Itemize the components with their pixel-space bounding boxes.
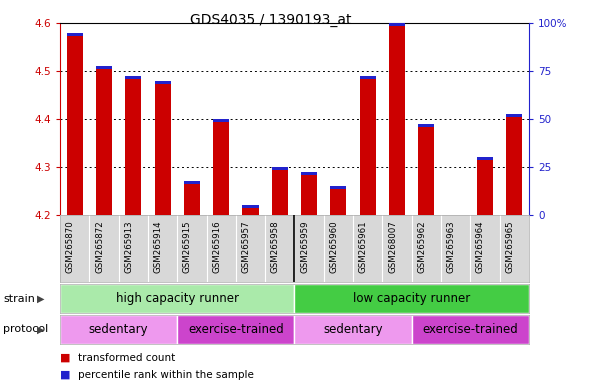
Bar <box>294 284 529 313</box>
Bar <box>60 284 294 313</box>
Text: GSM265915: GSM265915 <box>183 220 192 273</box>
Text: GSM265961: GSM265961 <box>359 220 368 273</box>
Text: GDS4035 / 1390193_at: GDS4035 / 1390193_at <box>190 13 351 27</box>
Text: ■: ■ <box>60 353 70 363</box>
Text: ▶: ▶ <box>37 324 44 334</box>
Bar <box>184 182 200 215</box>
Bar <box>125 76 141 215</box>
Bar <box>213 119 230 122</box>
Text: GSM265959: GSM265959 <box>300 220 309 273</box>
Text: high capacity runner: high capacity runner <box>116 292 239 305</box>
Text: transformed count: transformed count <box>78 353 175 363</box>
Text: GSM265913: GSM265913 <box>124 220 133 273</box>
Text: GSM265962: GSM265962 <box>417 220 426 273</box>
Text: GSM265916: GSM265916 <box>212 220 221 273</box>
Bar <box>60 315 177 344</box>
Text: GSM265957: GSM265957 <box>242 220 251 273</box>
Text: sedentary: sedentary <box>323 323 383 336</box>
Bar <box>331 186 347 215</box>
Bar <box>96 66 112 69</box>
Bar <box>67 33 83 215</box>
Bar <box>213 119 230 215</box>
Bar <box>242 205 258 215</box>
Bar <box>477 157 493 161</box>
Text: GSM265965: GSM265965 <box>505 220 514 273</box>
Bar <box>418 124 435 215</box>
Text: GSM265963: GSM265963 <box>447 220 456 273</box>
Bar <box>389 23 405 26</box>
Bar <box>301 172 317 215</box>
Text: strain: strain <box>3 293 35 304</box>
Bar <box>389 23 405 215</box>
Bar <box>242 205 258 209</box>
Bar <box>506 114 522 117</box>
Bar <box>272 167 288 215</box>
Bar <box>154 81 171 215</box>
Bar <box>272 167 288 170</box>
Text: ▶: ▶ <box>37 293 44 304</box>
Bar <box>184 182 200 184</box>
Bar <box>177 315 294 344</box>
Bar <box>359 76 376 215</box>
Text: low capacity runner: low capacity runner <box>353 292 471 305</box>
Text: exercise-trained: exercise-trained <box>188 323 284 336</box>
Bar <box>331 186 347 189</box>
Text: GSM265958: GSM265958 <box>271 220 280 273</box>
Bar <box>506 114 522 215</box>
Bar <box>154 81 171 84</box>
Text: GSM268007: GSM268007 <box>388 220 397 273</box>
Bar <box>125 76 141 79</box>
Text: GSM265914: GSM265914 <box>154 220 163 273</box>
Bar <box>301 172 317 175</box>
Bar <box>96 66 112 215</box>
Text: GSM265872: GSM265872 <box>95 220 104 273</box>
Bar <box>418 124 435 127</box>
Text: ■: ■ <box>60 370 70 380</box>
Text: protocol: protocol <box>3 324 48 334</box>
Bar <box>294 315 412 344</box>
Bar <box>448 215 464 218</box>
Text: percentile rank within the sample: percentile rank within the sample <box>78 370 254 380</box>
Bar <box>359 76 376 79</box>
Text: GSM265870: GSM265870 <box>66 220 75 273</box>
Text: GSM265960: GSM265960 <box>329 220 338 273</box>
Bar <box>67 33 83 36</box>
Bar <box>412 315 529 344</box>
Text: exercise-trained: exercise-trained <box>423 323 518 336</box>
Text: GSM265964: GSM265964 <box>476 220 485 273</box>
Bar <box>477 157 493 215</box>
Text: sedentary: sedentary <box>89 323 148 336</box>
